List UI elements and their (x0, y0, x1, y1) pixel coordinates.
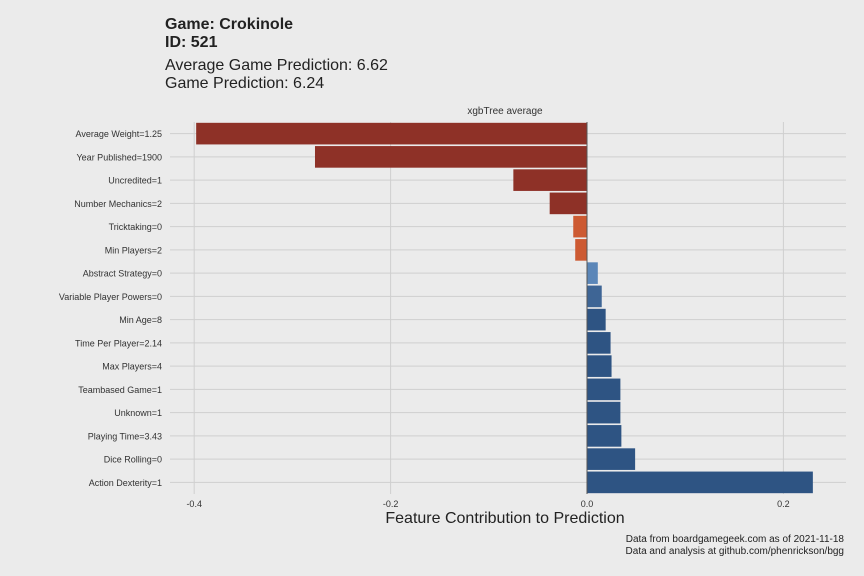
bar (314, 146, 587, 168)
y-tick-label: Uncredited=1 (108, 176, 162, 186)
y-tick-label: Variable Player Powers=0 (59, 292, 162, 302)
facet-label: xgbTree average (467, 106, 543, 117)
y-tick-label: Action Dexterity=1 (89, 478, 162, 488)
y-tick-label: Min Age=8 (119, 315, 162, 325)
game-name: Game: Crokinole (165, 16, 294, 33)
bar (587, 355, 612, 377)
bar (587, 401, 621, 424)
x-tick-label: 0.2 (777, 499, 790, 509)
bar (587, 471, 813, 494)
y-tick-label: Year Published=1900 (77, 152, 163, 162)
y-tick-label: Time Per Player=2.14 (75, 338, 162, 348)
y-tick-label: Teambased Game=1 (78, 385, 162, 395)
bar (575, 239, 587, 261)
y-tick-label: Min Players=2 (105, 245, 162, 255)
y-tick-label: Playing Time=3.43 (88, 431, 162, 441)
bar (587, 285, 602, 308)
bar (587, 308, 606, 331)
y-tick-label: Dice Rolling=0 (104, 455, 162, 465)
y-tick-label: Tricktaking=0 (109, 222, 162, 232)
bar (513, 169, 587, 191)
bar (573, 215, 587, 238)
x-axis-label: Feature Contribution to Prediction (385, 510, 625, 527)
bar (587, 425, 622, 447)
y-tick-label: Abstract Strategy=0 (83, 269, 162, 279)
bar (587, 378, 621, 401)
caption-repo: Data and analysis at github.com/phenrick… (625, 546, 844, 557)
bar (587, 262, 598, 284)
bar (196, 122, 587, 145)
x-tick-label: -0.4 (186, 499, 202, 509)
x-tick-label: 0.0 (581, 499, 594, 509)
chart-title: Game: Crokinole ID: 521 (165, 16, 293, 52)
y-tick-label: Average Weight=1.25 (76, 129, 162, 139)
bar (549, 192, 587, 215)
game-id: ID: 521 (165, 34, 218, 51)
y-tick-label: Number Mechanics=2 (74, 199, 162, 209)
caption-source: Data from boardgamegeek.com as of 2021-1… (625, 534, 844, 545)
y-tick-label: Unknown=1 (114, 408, 162, 418)
x-tick-label: -0.2 (383, 499, 399, 509)
bar (587, 448, 636, 470)
game-prediction: Game Prediction: 6.24 (165, 75, 325, 92)
caption: Data from boardgamegeek.com as of 2021-1… (626, 534, 844, 558)
chart-subtitle: Average Game Prediction: 6.62 Game Predi… (165, 57, 388, 93)
y-tick-label: Max Players=4 (102, 362, 162, 372)
bar (587, 332, 611, 354)
average-prediction: Average Game Prediction: 6.62 (165, 57, 388, 74)
